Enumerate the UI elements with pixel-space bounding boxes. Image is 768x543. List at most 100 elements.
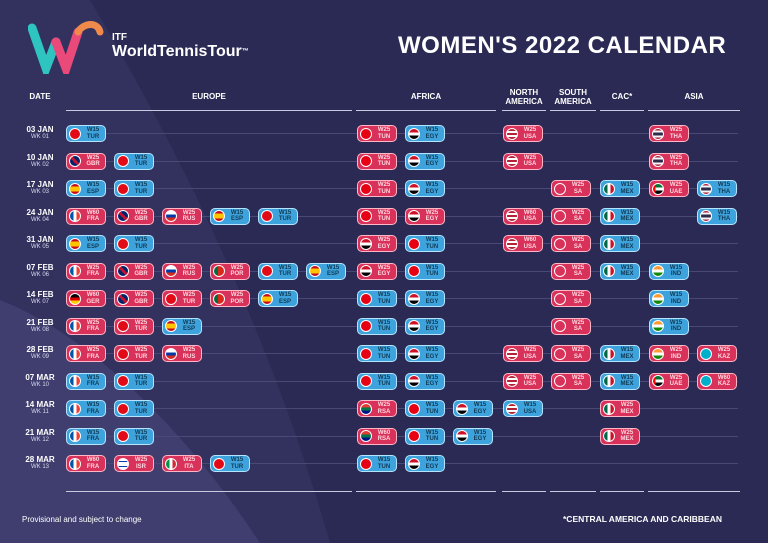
tournament-badge[interactable]: W25 USA — [503, 125, 543, 142]
tournament-badge[interactable]: W15 TUN — [405, 427, 445, 445]
tournament-badge[interactable]: W25 EGY — [357, 235, 397, 252]
tournament-badge[interactable]: W25 SA — [551, 207, 591, 225]
tournament-badge[interactable]: W15 TUN — [357, 290, 397, 307]
tournament-badge[interactable]: W25 RSA — [357, 400, 397, 417]
tournament-badge[interactable]: W15 MEX — [600, 180, 640, 197]
tournament-badge[interactable]: W15 THA — [697, 180, 737, 197]
tournament-badge[interactable]: W15 TUN — [357, 317, 397, 335]
tournament-badge[interactable]: W25 USA — [503, 345, 543, 362]
tournament-badge[interactable]: W15 EGY — [405, 455, 445, 472]
tournament-badge[interactable]: W25 IND — [649, 345, 689, 362]
tournament-badge[interactable]: W15 TUR — [258, 207, 298, 225]
tournament-badge[interactable]: W25 EGY — [405, 207, 445, 225]
tournament-badge[interactable]: W60 USA — [503, 235, 543, 252]
tournament-badge[interactable]: W15 ESP — [162, 317, 202, 335]
tournament-badge[interactable]: W15 MEX — [600, 262, 640, 280]
tournament-badge[interactable]: W15 IND — [649, 290, 689, 307]
tournament-badge[interactable]: W15 TUR — [114, 235, 154, 252]
tournament-badge[interactable]: W25 USA — [503, 152, 543, 170]
tournament-badge[interactable]: W25 TUN — [357, 152, 397, 170]
tournament-badge[interactable]: W25 GBR — [114, 207, 154, 225]
tournament-badge[interactable]: W15 ESP — [210, 207, 250, 225]
tournament-badge[interactable]: W60 GER — [66, 290, 106, 307]
tournament-badge[interactable]: W15 TUR — [114, 152, 154, 170]
tournament-badge[interactable]: W60 FRA — [66, 455, 106, 472]
tournament-badge[interactable]: W60 RSA — [357, 427, 397, 445]
tournament-badge[interactable]: W15 ESP — [66, 180, 106, 197]
tournament-badge[interactable]: W25 SA — [551, 262, 591, 280]
tournament-badge[interactable]: W15 IND — [649, 317, 689, 335]
tournament-badge[interactable]: W15 TUR — [114, 372, 154, 390]
tournament-badge[interactable]: W25 TUR — [162, 290, 202, 307]
tournament-badge[interactable]: W25 MEX — [600, 400, 640, 417]
tournament-badge[interactable]: W15 ESP — [66, 235, 106, 252]
tournament-badge[interactable]: W15 TUR — [66, 125, 106, 142]
tournament-badge[interactable]: W25 SA — [551, 345, 591, 362]
tournament-badge[interactable]: W25 TUN — [357, 207, 397, 225]
tournament-badge[interactable]: W25 SA — [551, 235, 591, 252]
tournament-badge[interactable]: W25 UAE — [649, 180, 689, 197]
tournament-badge[interactable]: W15 EGY — [453, 400, 493, 417]
tournament-badge[interactable]: W15 FRA — [66, 427, 106, 445]
tournament-badge[interactable]: W15 TUN — [357, 372, 397, 390]
tournament-badge[interactable]: W15 MEX — [600, 372, 640, 390]
tournament-badge[interactable]: W60 KAZ — [697, 372, 737, 390]
tournament-badge[interactable]: W15 EGY — [405, 317, 445, 335]
tournament-badge[interactable]: W15 EGY — [405, 152, 445, 170]
tournament-badge[interactable]: W15 ESP — [258, 290, 298, 307]
tournament-badge[interactable]: W25 FRA — [66, 262, 106, 280]
tournament-badge[interactable]: W15 TUR — [114, 427, 154, 445]
tournament-badge[interactable]: W15 TUR — [114, 180, 154, 197]
tournament-badge[interactable]: W15 USA — [503, 400, 543, 417]
tournament-badge[interactable]: W15 EGY — [453, 427, 493, 445]
tournament-badge[interactable]: W25 USA — [503, 372, 543, 390]
tournament-badge[interactable]: W15 MEX — [600, 207, 640, 225]
tournament-badge[interactable]: W25 SA — [551, 180, 591, 197]
tournament-badge[interactable]: W60 USA — [503, 207, 543, 225]
tournament-badge[interactable]: W15 MEX — [600, 235, 640, 252]
tournament-badge[interactable]: W25 SA — [551, 317, 591, 335]
tournament-badge[interactable]: W25 TUR — [114, 317, 154, 335]
tournament-badge[interactable]: W15 THA — [697, 207, 737, 225]
tournament-badge[interactable]: W25 GBR — [114, 262, 154, 280]
tournament-badge[interactable]: W25 SA — [551, 290, 591, 307]
tournament-badge[interactable]: W15 FRA — [66, 372, 106, 390]
tournament-badge[interactable]: W25 POR — [210, 290, 250, 307]
tournament-badge[interactable]: W25 TUN — [357, 125, 397, 142]
tournament-badge[interactable]: W15 EGY — [405, 290, 445, 307]
tournament-badge[interactable]: W15 TUR — [210, 455, 250, 472]
tournament-badge[interactable]: W25 THA — [649, 125, 689, 142]
tournament-badge[interactable]: W25 KAZ — [697, 345, 737, 362]
tournament-badge[interactable]: W25 POR — [210, 262, 250, 280]
tournament-badge[interactable]: W15 TUN — [405, 400, 445, 417]
tournament-badge[interactable]: W25 TUN — [357, 180, 397, 197]
tournament-badge[interactable]: W15 TUR — [114, 400, 154, 417]
tournament-badge[interactable]: W15 EGY — [405, 345, 445, 362]
tournament-badge[interactable]: W25 ISR — [114, 455, 154, 472]
tournament-badge[interactable]: W25 FRA — [66, 317, 106, 335]
tournament-badge[interactable]: W25 SA — [551, 372, 591, 390]
tournament-badge[interactable]: W25 RUS — [162, 345, 202, 362]
tournament-badge[interactable]: W25 GBR — [114, 290, 154, 307]
tournament-badge[interactable]: W15 TUN — [405, 262, 445, 280]
tournament-badge[interactable]: W15 IND — [649, 262, 689, 280]
tournament-badge[interactable]: W25 UAE — [649, 372, 689, 390]
tournament-badge[interactable]: W25 RUS — [162, 262, 202, 280]
tournament-badge[interactable]: W25 FRA — [66, 345, 106, 362]
tournament-badge[interactable]: W25 RUS — [162, 207, 202, 225]
tournament-badge[interactable]: W25 GBR — [66, 152, 106, 170]
tournament-badge[interactable]: W15 EGY — [405, 125, 445, 142]
tournament-badge[interactable]: W15 TUR — [258, 262, 298, 280]
tournament-badge[interactable]: W15 TUN — [405, 235, 445, 252]
tournament-badge[interactable]: W25 MEX — [600, 427, 640, 445]
tournament-badge[interactable]: W25 TUR — [114, 345, 154, 362]
tournament-badge[interactable]: W25 THA — [649, 152, 689, 170]
tournament-badge[interactable]: W15 EGY — [405, 372, 445, 390]
tournament-badge[interactable]: W25 EGY — [357, 262, 397, 280]
tournament-badge[interactable]: W15 TUN — [357, 455, 397, 472]
tournament-badge[interactable]: W60 FRA — [66, 207, 106, 225]
tournament-badge[interactable]: W25 ITA — [162, 455, 202, 472]
tournament-badge[interactable]: W15 FRA — [66, 400, 106, 417]
tournament-badge[interactable]: W15 ESP — [306, 262, 346, 280]
tournament-badge[interactable]: W15 EGY — [405, 180, 445, 197]
